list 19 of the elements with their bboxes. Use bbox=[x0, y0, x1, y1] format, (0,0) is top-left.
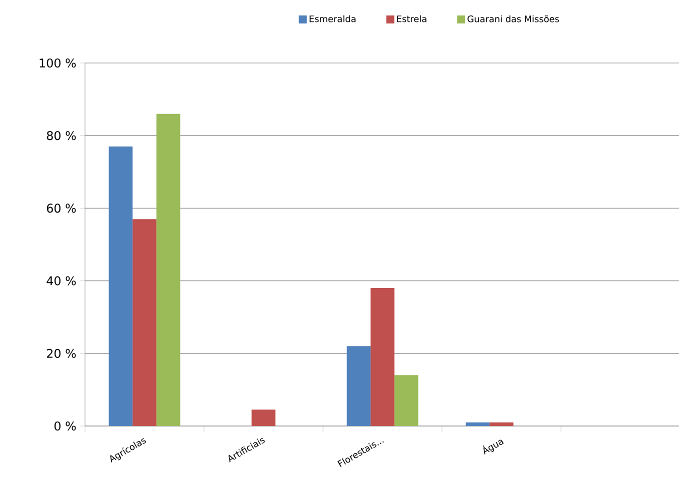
legend-label: Esmeralda bbox=[310, 15, 356, 22]
x-tick-label: Água bbox=[483, 440, 504, 454]
legend-label: Guarani das Missões bbox=[468, 15, 559, 22]
bar bbox=[490, 422, 514, 426]
bar bbox=[132, 219, 156, 426]
y-tick-label: 40 % bbox=[46, 276, 76, 286]
y-tick-label: 60 % bbox=[46, 204, 76, 213]
bar bbox=[466, 422, 490, 426]
y-tick-label: 0 % bbox=[54, 421, 76, 431]
legend-label: Estrela bbox=[397, 15, 426, 22]
bar bbox=[108, 146, 133, 426]
bar bbox=[156, 114, 180, 426]
bar bbox=[346, 346, 371, 426]
bar bbox=[394, 375, 418, 426]
bar bbox=[252, 410, 276, 426]
y-tick-label: 100 % bbox=[40, 58, 76, 68]
y-tick-label: 20 % bbox=[46, 348, 76, 358]
bar bbox=[370, 288, 394, 426]
y-tick-label: 80 % bbox=[46, 131, 76, 140]
